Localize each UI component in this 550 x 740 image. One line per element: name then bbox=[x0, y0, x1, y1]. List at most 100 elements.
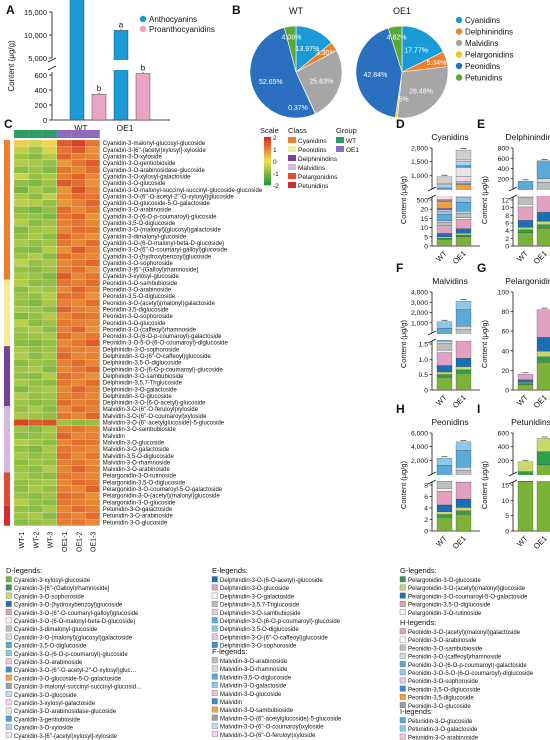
legend-title: F-legends: bbox=[212, 647, 247, 656]
stack-xtick-label: WT bbox=[434, 393, 449, 408]
c-heat-cell bbox=[71, 312, 86, 320]
b-legend-label: Petunidins bbox=[465, 74, 502, 83]
c-heat-cell bbox=[71, 512, 86, 520]
c-heat-cell bbox=[71, 352, 86, 360]
stack-bar-segment bbox=[536, 464, 550, 532]
c-heat-cell bbox=[42, 432, 57, 440]
c-heat-cell bbox=[42, 505, 57, 513]
c-heat-cell bbox=[56, 499, 72, 506]
c-heat-cell bbox=[13, 279, 29, 287]
c-heat-cell bbox=[56, 319, 72, 327]
legend-title: G-legends: bbox=[400, 566, 437, 575]
stack-ytick-label: 400 bbox=[498, 444, 510, 451]
legend-swatch bbox=[399, 628, 406, 635]
c-scale-step bbox=[264, 163, 271, 166]
c-heat-cell bbox=[85, 159, 100, 167]
c-row-label: Delphinidin-3-O-sophoroside bbox=[103, 347, 180, 353]
c-heat-cell bbox=[71, 432, 86, 440]
c-heat-cell bbox=[85, 385, 100, 393]
a-ytick-label: 10,000 bbox=[24, 31, 47, 40]
c-heat-cell bbox=[85, 206, 100, 214]
c-class-bar bbox=[4, 279, 10, 347]
c-heat-cell bbox=[28, 279, 43, 287]
c-heat-cell bbox=[56, 518, 72, 526]
c-row-label: Cyanidin-3-xylosyl-glucoside bbox=[103, 274, 180, 280]
legend-swatch bbox=[5, 682, 12, 689]
c-class-swatch bbox=[288, 182, 296, 188]
c-heat-cell bbox=[28, 512, 43, 520]
c-heat-cell bbox=[13, 226, 29, 234]
legend-item: Peonidin-3-O-sambubioside bbox=[408, 646, 483, 652]
c-heat-cell bbox=[71, 366, 86, 373]
stack-title: Petunidins bbox=[511, 417, 550, 427]
stack-ytick-label: 80 bbox=[501, 309, 509, 316]
c-heat-cell bbox=[56, 385, 72, 393]
b-legend-label: Peonidins bbox=[465, 62, 500, 71]
c-heat-cell bbox=[56, 326, 72, 333]
c-heat-cell bbox=[71, 272, 86, 280]
c-heat-cell bbox=[71, 259, 86, 267]
c-heat-cell bbox=[71, 439, 86, 446]
stack-bar-break bbox=[517, 475, 534, 481]
legend-item: Pelargonidin-3-O-glucoside bbox=[408, 578, 481, 584]
stack-bar-segment bbox=[536, 224, 550, 229]
c-row-label: Malvidin-3-O-(6''-O-feruloyl)xyloside bbox=[103, 407, 199, 413]
c-heat-cell bbox=[71, 459, 86, 466]
legend-swatch bbox=[5, 584, 12, 591]
b-legend-marker bbox=[455, 62, 463, 70]
c-heat-cell bbox=[42, 445, 57, 453]
legend-swatch bbox=[5, 732, 12, 738]
c-heat-cell bbox=[42, 412, 57, 420]
c-heat-cell bbox=[28, 272, 43, 280]
legend-swatch bbox=[211, 576, 218, 583]
c-heat-cell bbox=[85, 272, 100, 280]
c-heat-cell bbox=[42, 399, 57, 407]
c-heat-cell bbox=[42, 186, 57, 194]
stack-bar-segment bbox=[455, 149, 472, 160]
b-pie-slice bbox=[295, 50, 343, 115]
c-heat-cell bbox=[13, 292, 29, 300]
c-heat-cell bbox=[28, 252, 43, 260]
stack-bar-break bbox=[536, 475, 550, 481]
a-legend-label: Proanthocyanidins bbox=[149, 25, 215, 34]
c-heat-cell bbox=[13, 432, 29, 440]
c-scale-step bbox=[264, 181, 271, 184]
c-heat-cell bbox=[71, 139, 86, 147]
c-class-bar bbox=[4, 472, 10, 506]
legend-swatch bbox=[211, 657, 218, 664]
stack-bar-segment bbox=[436, 517, 453, 532]
stack-break-mark bbox=[427, 186, 437, 192]
stack-bar-segment bbox=[517, 374, 534, 380]
c-heat-cell bbox=[13, 352, 29, 360]
a-bar-letter: a bbox=[119, 20, 124, 29]
c-heat-cell bbox=[85, 465, 100, 473]
legend-swatch bbox=[5, 723, 12, 730]
c-heat-cell bbox=[13, 452, 29, 460]
stack-ylabel: Content (μg/g) bbox=[480, 175, 489, 224]
c-heat-cell bbox=[85, 292, 100, 300]
c-heat-cell bbox=[28, 405, 43, 413]
legend-swatch bbox=[211, 600, 218, 607]
c-col-label: WT-2 bbox=[33, 532, 40, 549]
c-row-label: Cyanidin-3-O-(malonyl)(glucosyl)galactos… bbox=[103, 228, 222, 234]
legend-swatch bbox=[211, 731, 218, 737]
c-heat-cell bbox=[85, 479, 100, 486]
c-class-bar bbox=[4, 140, 10, 280]
c-heat-cell bbox=[85, 432, 100, 440]
c-scale-step bbox=[264, 147, 271, 150]
legend-item: Delphinidin-3-O-sophoroside bbox=[220, 644, 297, 650]
c-heat-cell bbox=[28, 139, 43, 147]
stack-xtick-label: OE1 bbox=[532, 534, 549, 551]
legend-swatch bbox=[211, 584, 218, 591]
legend-item: Cyanidin-3-O-glucoside bbox=[14, 693, 77, 699]
c-heat-cell bbox=[56, 505, 72, 513]
legend-swatch bbox=[211, 641, 218, 648]
panel-letter-C: C bbox=[4, 117, 13, 131]
legend-item: Malvidin-3-O-glucoside bbox=[220, 692, 282, 698]
c-heat-cell bbox=[42, 259, 57, 267]
c-heat-cell bbox=[56, 186, 72, 194]
c-heat-cell bbox=[71, 405, 86, 413]
b-pie-title: OE1 bbox=[393, 6, 411, 16]
legend-swatch bbox=[5, 666, 12, 673]
c-heat-cell bbox=[56, 445, 72, 453]
